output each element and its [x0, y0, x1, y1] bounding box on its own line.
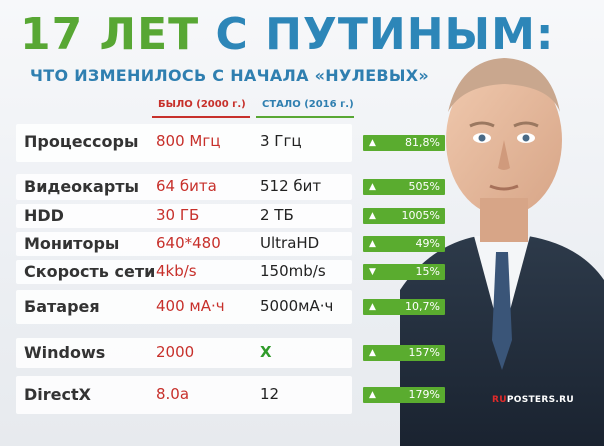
row-value-now: UltraHD [260, 234, 320, 252]
row-value-was: 30 ГБ [156, 206, 200, 224]
change-percent: 10,7% [405, 300, 440, 313]
change-percent: 157% [408, 346, 440, 359]
change-badge: ▲ 10,7% [363, 299, 445, 315]
table-row: Мониторы 640*480 UltraHD ▲ 49% [16, 232, 446, 256]
page-subtitle: ЧТО ИЗМЕНИЛОСЬ С НАЧАЛА «НУЛЕВЫХ» [30, 66, 430, 85]
table-row: HDD 30 ГБ 2 ТБ ▲ 1005% [16, 204, 446, 228]
row-value-now: 512 бит [260, 177, 322, 195]
row-value-was: 8.0a [156, 385, 190, 403]
row-value-now: 12 [260, 385, 280, 403]
change-percent: 49% [415, 237, 440, 250]
row-value-now: X [260, 343, 272, 361]
table-row: Windows 2000 X ▲ 157% [16, 338, 446, 368]
column-underline-was [152, 116, 250, 118]
row-value-now: 2 ТБ [260, 206, 294, 224]
row-background [16, 260, 352, 284]
change-badge: ▲ 81,8% [363, 135, 445, 151]
change-badge: ▲ 157% [363, 345, 445, 361]
change-badge: ▲ 49% [363, 236, 445, 252]
row-label: Скорость сети [24, 262, 156, 281]
change-percent: 15% [415, 265, 440, 278]
row-background [16, 338, 352, 368]
change-percent: 81,8% [405, 136, 440, 149]
row-label: DirectX [24, 385, 91, 404]
change-percent: 179% [408, 388, 440, 401]
row-value-was: 2000 [156, 343, 195, 361]
row-value-was: 4kb/s [156, 262, 197, 280]
row-background [16, 232, 352, 256]
row-label: Батарея [24, 297, 100, 316]
table-row: Батарея 400 мА·ч 5000мА·ч ▲ 10,7% [16, 290, 446, 324]
row-value-was: 64 бита [156, 177, 217, 195]
row-background [16, 174, 352, 200]
arrow-up-icon: ▲ [369, 348, 376, 358]
arrow-up-icon: ▲ [369, 239, 376, 249]
portrait-illustration [400, 58, 604, 446]
row-label: Видеокарты [24, 177, 140, 196]
column-header-was: БЫЛО (2000 г.) [158, 99, 246, 110]
row-background [16, 204, 352, 228]
table-row: DirectX 8.0a 12 ▲ 179% [16, 376, 446, 414]
column-underline-now [256, 116, 354, 118]
change-badge: ▲ 505% [363, 179, 445, 195]
arrow-up-icon: ▲ [369, 390, 376, 400]
title-putin: С ПУТИНЫМ: [215, 9, 555, 60]
arrow-up-icon: ▲ [369, 138, 376, 148]
arrow-up-icon: ▲ [369, 211, 376, 221]
row-background [16, 124, 352, 162]
row-value-now: 5000мА·ч [260, 297, 334, 315]
page-title: 17 ЛЕТ С ПУТИНЫМ: [20, 10, 555, 60]
row-value-now: 150mb/s [260, 262, 326, 280]
table-row: Видеокарты 64 бита 512 бит ▲ 505% [16, 174, 446, 200]
row-label: HDD [24, 206, 64, 225]
table-row: Процессоры 800 Мгц 3 Ггц ▲ 81,8% [16, 124, 446, 162]
change-percent: 505% [408, 180, 440, 193]
row-value-was: 400 мА·ч [156, 297, 225, 315]
row-value-was: 640*480 [156, 234, 221, 252]
change-badge: ▲ 1005% [363, 208, 445, 224]
row-label: Мониторы [24, 234, 120, 253]
row-background [16, 376, 352, 414]
row-label: Windows [24, 343, 106, 362]
row-label: Процессоры [24, 132, 139, 151]
row-value-was: 800 Мгц [156, 132, 221, 150]
watermark: RUPOSTERS.RU [492, 395, 574, 405]
change-badge: ▲ 179% [363, 387, 445, 403]
table-row: Скорость сети 4kb/s 150mb/s ▼ 15% [16, 260, 446, 284]
arrow-up-icon: ▲ [369, 182, 376, 192]
row-value-now: 3 Ггц [260, 132, 302, 150]
column-header-now: СТАЛО (2016 г.) [262, 99, 354, 110]
change-percent: 1005% [401, 209, 440, 222]
title-years: 17 ЛЕТ [20, 9, 200, 60]
row-background [16, 290, 352, 324]
arrow-up-icon: ▲ [369, 302, 376, 312]
arrow-down-icon: ▼ [369, 267, 376, 277]
change-badge: ▼ 15% [363, 264, 445, 280]
